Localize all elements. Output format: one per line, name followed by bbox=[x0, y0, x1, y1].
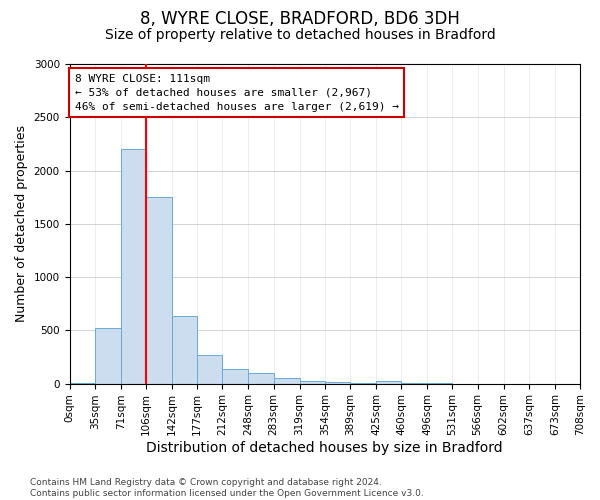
Bar bbox=[401, 383, 427, 384]
Bar bbox=[121, 149, 146, 384]
X-axis label: Distribution of detached houses by size in Bradford: Distribution of detached houses by size … bbox=[146, 441, 503, 455]
Text: Size of property relative to detached houses in Bradford: Size of property relative to detached ho… bbox=[104, 28, 496, 42]
Text: 8 WYRE CLOSE: 111sqm
← 53% of detached houses are smaller (2,967)
46% of semi-de: 8 WYRE CLOSE: 111sqm ← 53% of detached h… bbox=[74, 74, 398, 112]
Text: 8, WYRE CLOSE, BRADFORD, BD6 3DH: 8, WYRE CLOSE, BRADFORD, BD6 3DH bbox=[140, 10, 460, 28]
Y-axis label: Number of detached properties: Number of detached properties bbox=[15, 126, 28, 322]
Bar bbox=[274, 378, 299, 384]
Bar bbox=[223, 368, 248, 384]
Bar bbox=[95, 328, 121, 384]
Bar bbox=[70, 383, 95, 384]
Bar bbox=[299, 380, 325, 384]
Bar bbox=[146, 197, 172, 384]
Bar bbox=[376, 382, 401, 384]
Bar bbox=[325, 382, 350, 384]
Bar bbox=[197, 356, 223, 384]
Bar bbox=[172, 316, 197, 384]
Bar bbox=[248, 374, 274, 384]
Bar bbox=[350, 382, 376, 384]
Text: Contains HM Land Registry data © Crown copyright and database right 2024.
Contai: Contains HM Land Registry data © Crown c… bbox=[30, 478, 424, 498]
